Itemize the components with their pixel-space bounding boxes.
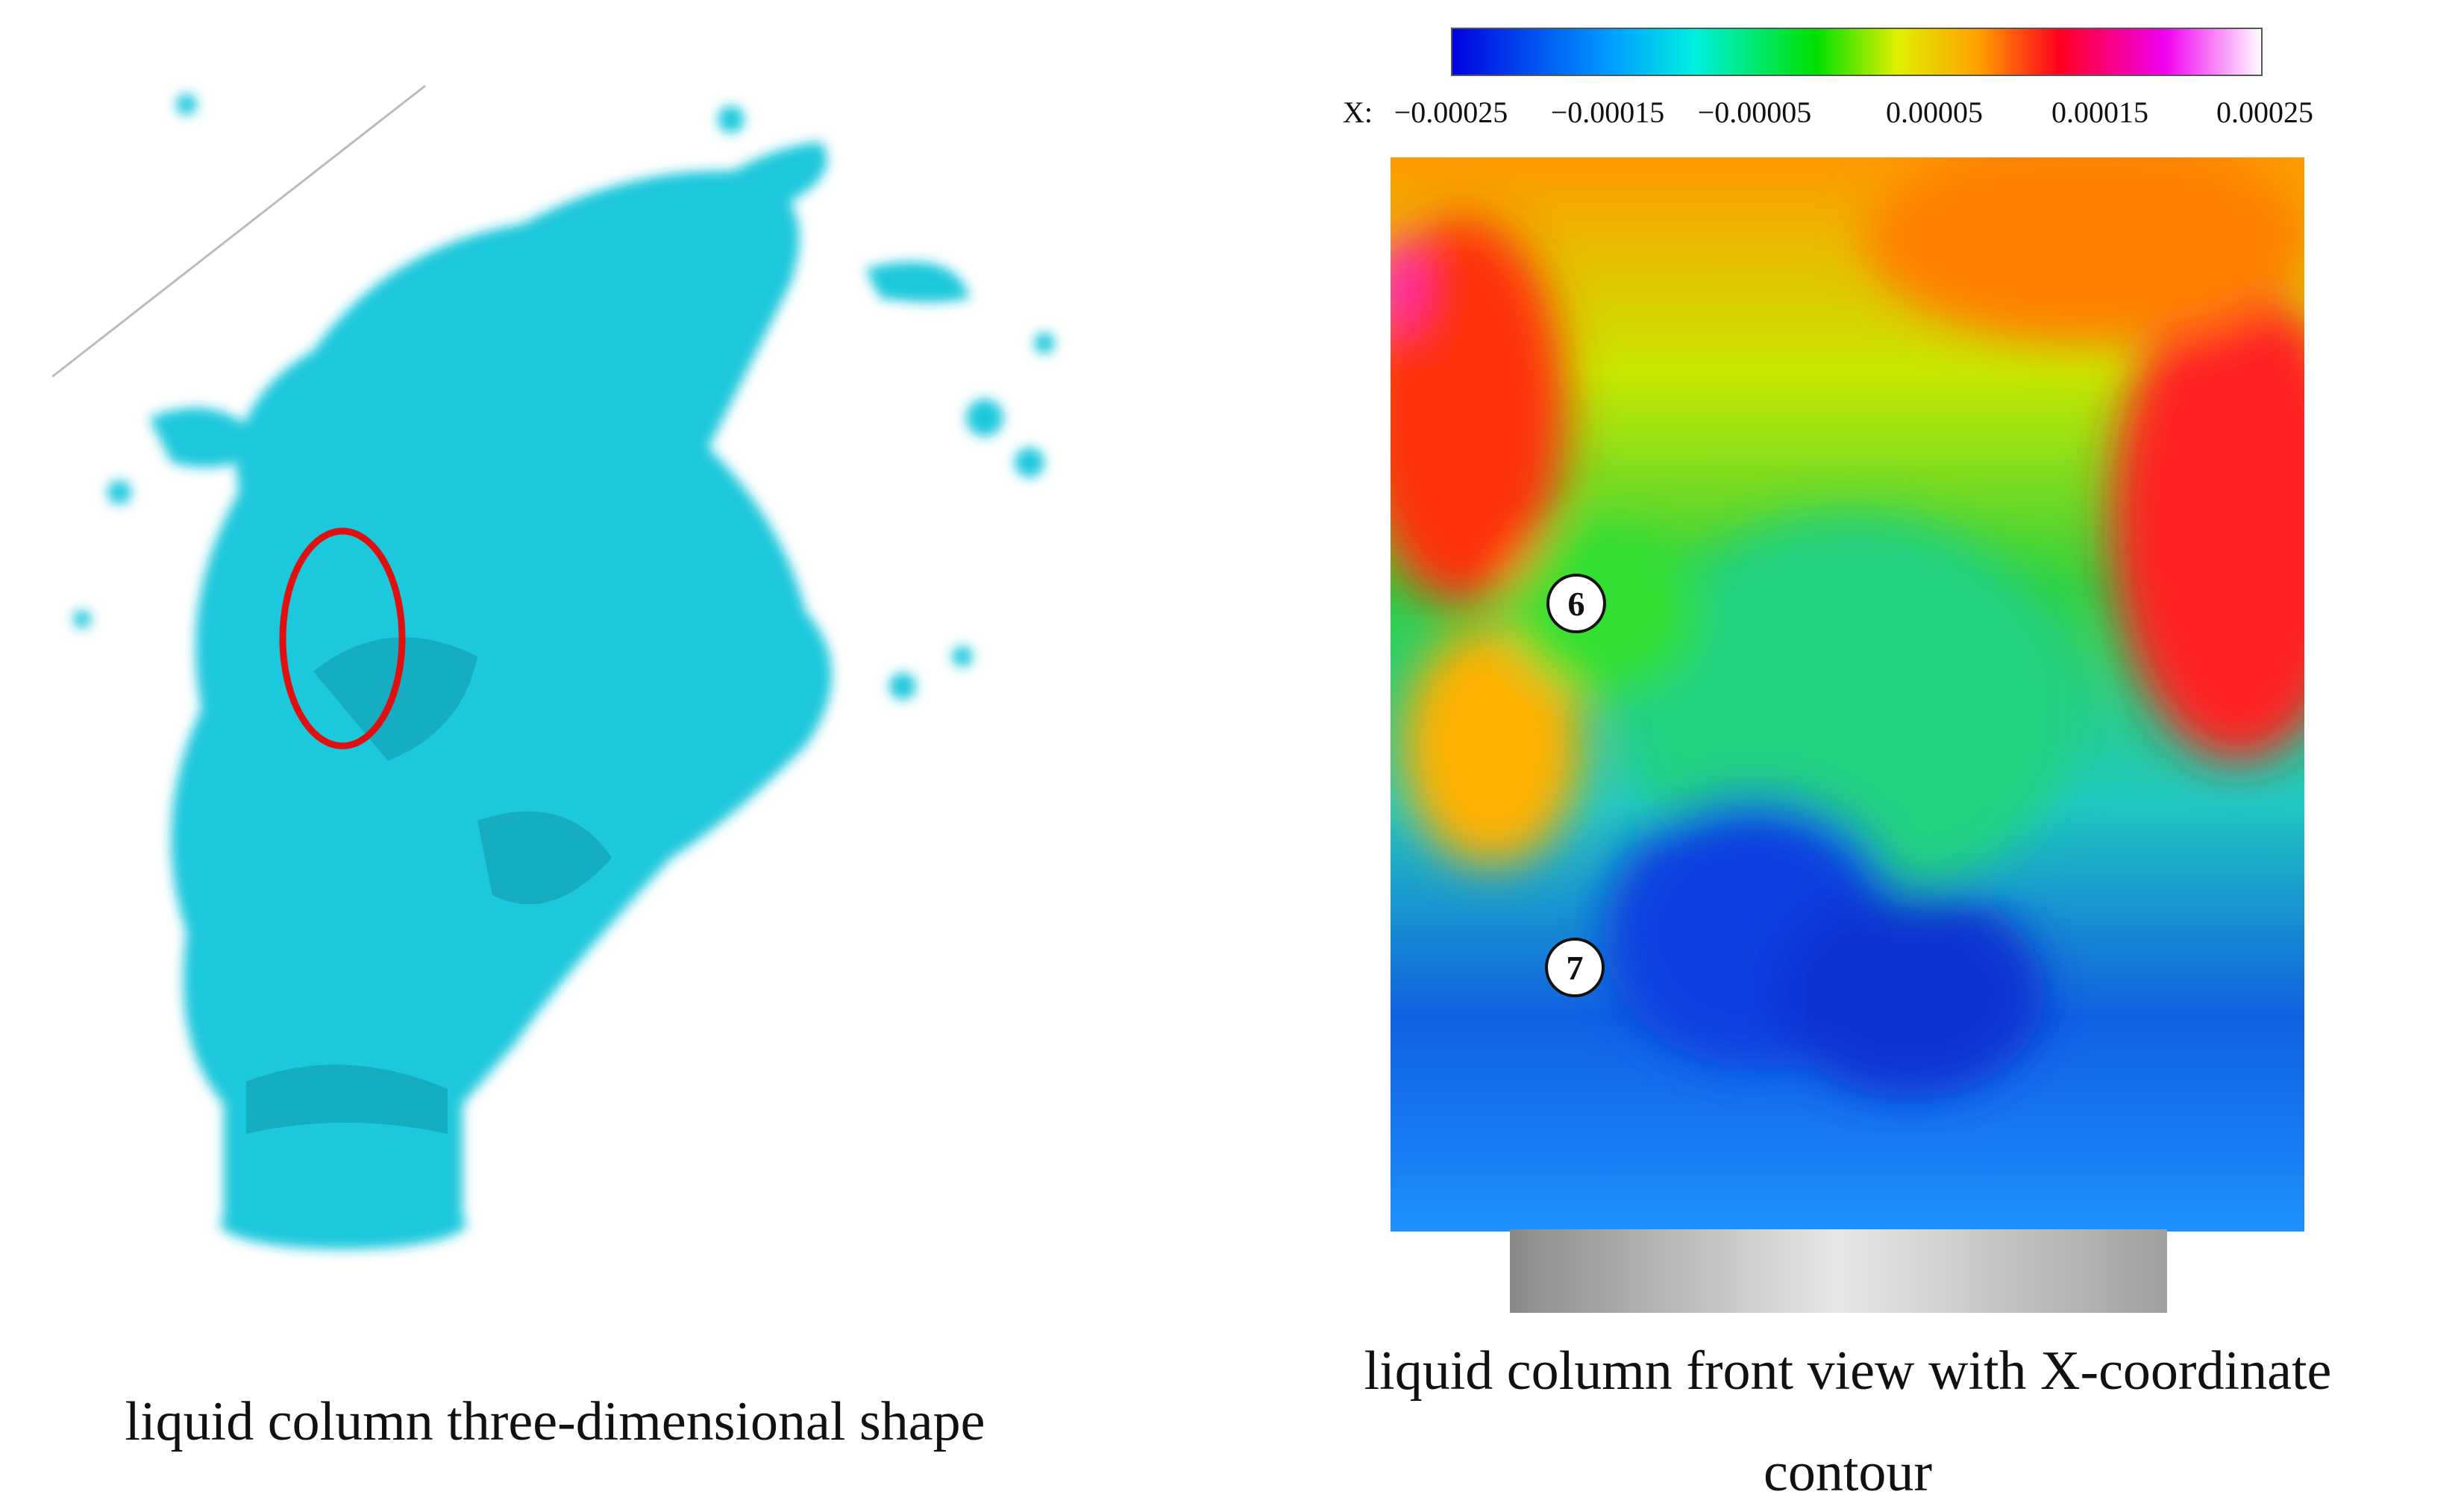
colorbar-tick-label: −0.00005	[1698, 95, 1812, 129]
contour-image: 6 7	[1391, 157, 2304, 1313]
right-caption: contour	[1764, 1442, 1932, 1503]
marker-circle	[1546, 574, 1606, 633]
colorbar-tick-label: 0.00015	[2051, 95, 2148, 129]
colorbar-tick-label: −0.00025	[1394, 95, 1508, 129]
highlight-ellipse	[279, 527, 406, 750]
domain-edge	[51, 84, 426, 378]
colorbar-axis-label: X:	[1343, 95, 1373, 129]
liquid-shading	[246, 637, 612, 1134]
colorbar-tick-label: 0.00005	[1886, 95, 1983, 129]
marker-label: 6	[1568, 585, 1585, 623]
left-caption: liquid column three-dimensional shape	[125, 1391, 985, 1452]
colorbar	[1451, 28, 2263, 76]
colorbar-tick-label: 0.00025	[2216, 95, 2313, 129]
liquid-3d-image	[51, 84, 1055, 1249]
right-caption: liquid column front view with X-coordina…	[1364, 1340, 2332, 1402]
marker-circle	[1545, 938, 1605, 997]
nozzle	[1510, 1229, 2167, 1313]
colorbar-tick-label: −0.00015	[1551, 95, 1665, 129]
liquid-shape	[73, 94, 1055, 1249]
marker-label: 7	[1567, 949, 1584, 987]
